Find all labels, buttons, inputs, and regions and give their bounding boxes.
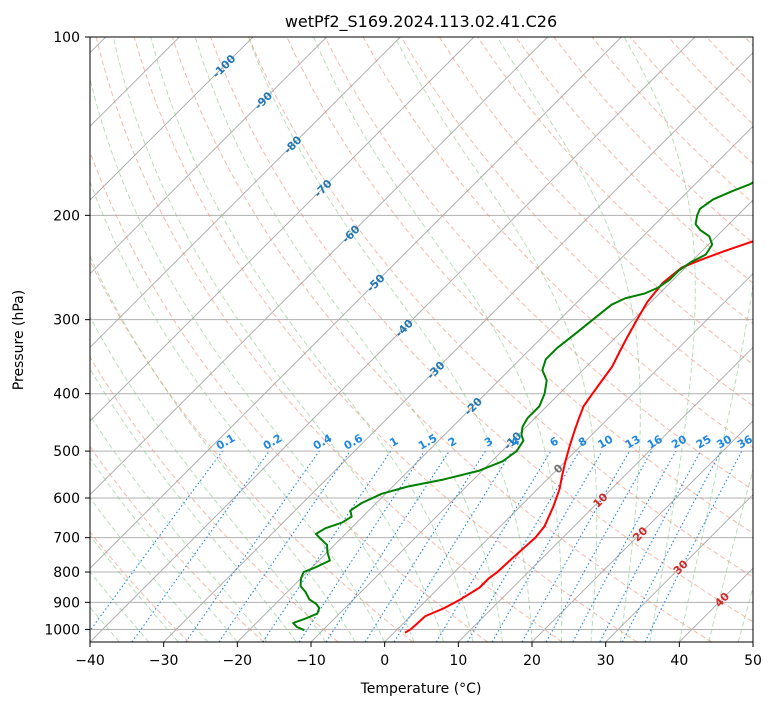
isotherm-line — [90, 37, 622, 570]
x-tick-label: −40 — [75, 653, 105, 669]
dry-adiabat-line — [400, 37, 753, 407]
moist-adiabat-line — [623, 37, 696, 642]
dry-adiabat-line — [515, 37, 753, 284]
dry-adiabat-line — [90, 445, 264, 642]
mixing-ratio-line — [393, 450, 513, 642]
y-tick-label: 900 — [53, 595, 80, 611]
isotherm-line — [236, 125, 753, 642]
moist-adiabat-line — [678, 281, 753, 642]
dry-adiabat-line — [324, 37, 753, 491]
isotherm-line — [605, 493, 753, 642]
mixing-ratio-lines — [90, 450, 743, 642]
mixing-ratio-line — [131, 450, 270, 642]
moist-adiabat-line — [90, 76, 415, 642]
isotherm-line — [90, 37, 475, 422]
x-tick-label: 20 — [523, 653, 541, 669]
moist-adiabat-line — [194, 37, 504, 642]
x-tick-label: 0 — [380, 653, 389, 669]
moist-adiabat-line — [90, 254, 356, 642]
moist-adiabat-line — [313, 37, 563, 642]
y-tick-label: 300 — [53, 313, 80, 329]
plot-frame — [89, 36, 754, 643]
mixing-ratio-line — [325, 450, 450, 642]
dry-adiabat-line — [90, 259, 414, 642]
x-axis-ticks: −40 −30 −20 −10 0 10 20 30 40 50 — [75, 642, 762, 669]
y-tick-label: 200 — [53, 208, 80, 224]
isotherm-line — [531, 420, 753, 642]
chart-title: wetPf2_S169.2024.113.02.41.C26 — [285, 12, 557, 32]
mixing-ratio-line — [90, 450, 223, 632]
x-tick-label: −20 — [223, 653, 253, 669]
isotherm-line — [90, 37, 328, 275]
sounding-profiles — [292, 180, 753, 634]
y-tick-label: 600 — [53, 491, 80, 507]
mixing-ratio-line — [298, 450, 425, 642]
x-tick-label: 10 — [449, 653, 467, 669]
x-axis-label: Temperature (°C) — [360, 681, 482, 697]
dry-adiabat-line — [171, 37, 712, 642]
dewpoint-profile-line — [292, 180, 753, 632]
moist-adiabats — [90, 37, 753, 642]
y-axis-label: Pressure (hPa) — [11, 290, 27, 390]
mixing-ratio-line — [262, 450, 392, 642]
moist-adiabat-line — [708, 467, 753, 642]
isotherm-line — [163, 51, 753, 642]
moist-adiabat-line — [90, 315, 327, 642]
y-tick-label: 1000 — [44, 622, 80, 638]
moist-adiabat-line — [112, 37, 445, 642]
y-tick-label: 100 — [53, 30, 80, 46]
dry-adiabat-line — [90, 531, 190, 642]
isotherm-gridlines — [90, 37, 753, 642]
y-tick-label: 800 — [53, 565, 80, 581]
x-tick-label: −30 — [149, 653, 179, 669]
moist-adiabat-line — [90, 414, 268, 642]
moist-adiabat-line — [496, 37, 641, 642]
x-tick-label: 30 — [597, 653, 615, 669]
mixing-ratio-line — [545, 450, 653, 642]
isotherm-line — [90, 37, 549, 496]
mixing-ratio-line — [218, 450, 351, 642]
isobar-gridlines — [90, 37, 753, 630]
x-tick-label: −10 — [296, 653, 326, 669]
dry-adiabat-line — [439, 37, 753, 366]
dry-adiabat-line — [248, 37, 753, 578]
isotherm-line — [90, 37, 254, 201]
moist-adiabat-line — [90, 180, 386, 642]
y-tick-label: 700 — [53, 531, 80, 547]
y-axis-ticks: 100 200 300 400 500 600 700 800 900 1000 — [44, 30, 90, 638]
moist-adiabat-line — [737, 585, 753, 642]
mixing-ratio-line — [644, 450, 743, 642]
dry-adiabat-line — [95, 37, 563, 642]
mixing-ratio-line — [521, 450, 630, 642]
x-tick-label: 50 — [744, 653, 762, 669]
isotherm-line — [90, 37, 696, 642]
isotherm-line — [90, 37, 401, 349]
isotherm-line — [384, 272, 753, 642]
y-tick-label: 400 — [53, 387, 80, 403]
mixing-ratio-line — [572, 450, 677, 642]
moist-adiabat-line — [150, 37, 474, 642]
moist-adiabat-line — [394, 37, 598, 642]
y-tick-label: 500 — [53, 444, 80, 460]
dry-adiabat-line — [90, 150, 488, 642]
dry-adiabat-line — [133, 37, 638, 642]
dry-adiabats — [90, 37, 753, 642]
temperature-profile-line — [404, 240, 753, 634]
dry-adiabat-line — [90, 356, 339, 642]
mixing-ratio-line — [185, 450, 320, 642]
x-tick-label: 40 — [670, 653, 688, 669]
moist-adiabat-line — [247, 37, 533, 642]
moist-adiabat-line — [90, 457, 238, 642]
